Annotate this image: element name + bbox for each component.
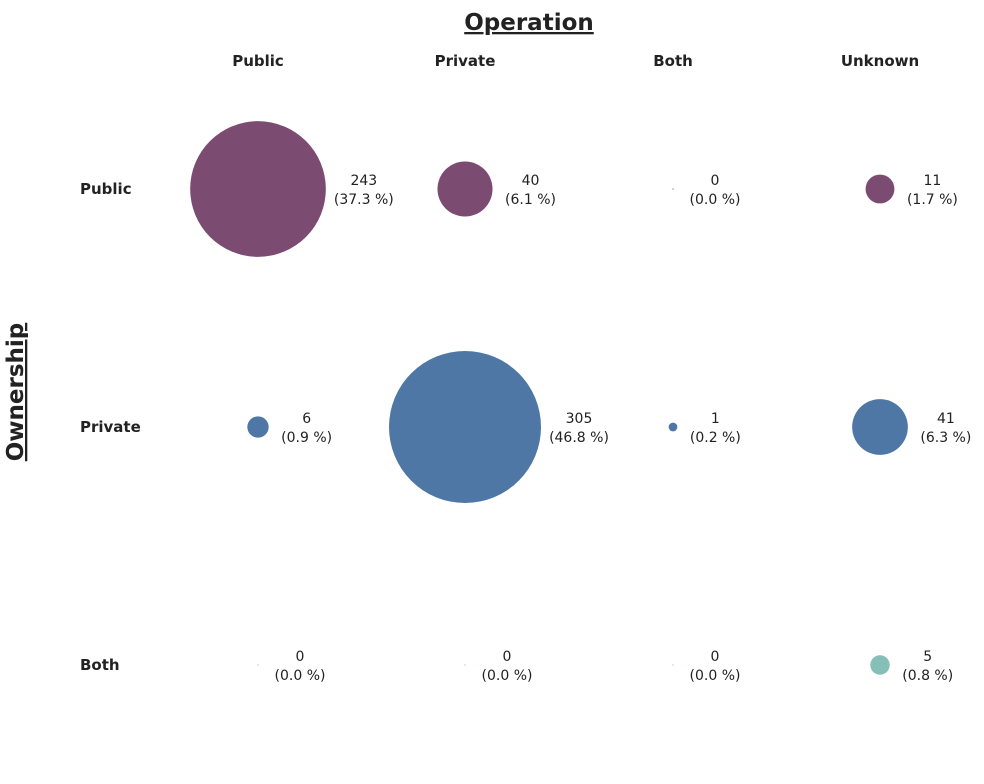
column-header-unknown: Unknown (841, 52, 919, 70)
row-header-both: Both (80, 656, 120, 674)
column-header-private: Private (435, 52, 496, 70)
bubble-count-label: 1 (711, 411, 720, 427)
bubble-percent-label: (6.1 %) (505, 192, 556, 208)
bubble-count-label: 0 (711, 173, 720, 189)
row-headers: Public Private Both (80, 180, 141, 674)
column-header-both: Both (653, 52, 693, 70)
y-axis-label: Ownership (3, 323, 29, 462)
chart-title: Operation (464, 10, 594, 36)
row-header-private: Private (80, 418, 141, 436)
bubble-percent-label: (0.8 %) (902, 668, 953, 684)
bubble-count-label: 40 (522, 173, 540, 189)
bubble-both-both (672, 664, 674, 666)
bubble-both-public (257, 664, 259, 666)
bubble-count-label: 0 (503, 649, 512, 665)
bubble-percent-label: (0.0 %) (690, 192, 741, 208)
bubble-private-unknown (852, 399, 908, 455)
bubble-public-public (190, 121, 326, 257)
bubble-percent-label: (1.7 %) (907, 192, 958, 208)
bubble-count-label: 243 (350, 173, 377, 189)
bubble-percent-label: (37.3 %) (334, 192, 394, 208)
bubble-percent-label: (0.0 %) (275, 668, 326, 684)
bubble-percent-label: (0.0 %) (690, 668, 741, 684)
bubbles (190, 121, 908, 675)
bubble-private-private (389, 351, 541, 503)
bubble-percent-label: (0.2 %) (690, 430, 741, 446)
bubble-labels: 243 (37.3 %) 40 (6.1 %) 0 (0.0 %) 11 (1.7 %) 6 (0… (275, 173, 972, 684)
bubble-both-unknown (870, 655, 890, 675)
bubble-private-both (668, 422, 678, 432)
bubble-percent-label: (0.0 %) (482, 668, 533, 684)
row-header-public: Public (80, 180, 132, 198)
bubble-private-public (247, 416, 269, 438)
bubble-percent-label: (0.9 %) (281, 430, 332, 446)
bubble-count-label: 0 (711, 649, 720, 665)
column-header-public: Public (232, 52, 284, 70)
bubble-count-label: 305 (566, 411, 593, 427)
bubble-public-private (437, 161, 493, 217)
bubble-percent-label: (46.8 %) (549, 430, 609, 446)
bubble-count-label: 6 (302, 411, 311, 427)
bubble-count-label: 11 (924, 173, 942, 189)
bubble-count-label: 0 (296, 649, 305, 665)
bubble-public-unknown (865, 174, 895, 204)
column-headers: Public Private Both Unknown (232, 52, 919, 70)
bubble-public-both (672, 188, 674, 190)
bubble-count-label: 5 (923, 649, 932, 665)
bubble-count-label: 41 (937, 411, 955, 427)
bubble-percent-label: (6.3 %) (920, 430, 971, 446)
bubble-both-private (464, 664, 466, 666)
